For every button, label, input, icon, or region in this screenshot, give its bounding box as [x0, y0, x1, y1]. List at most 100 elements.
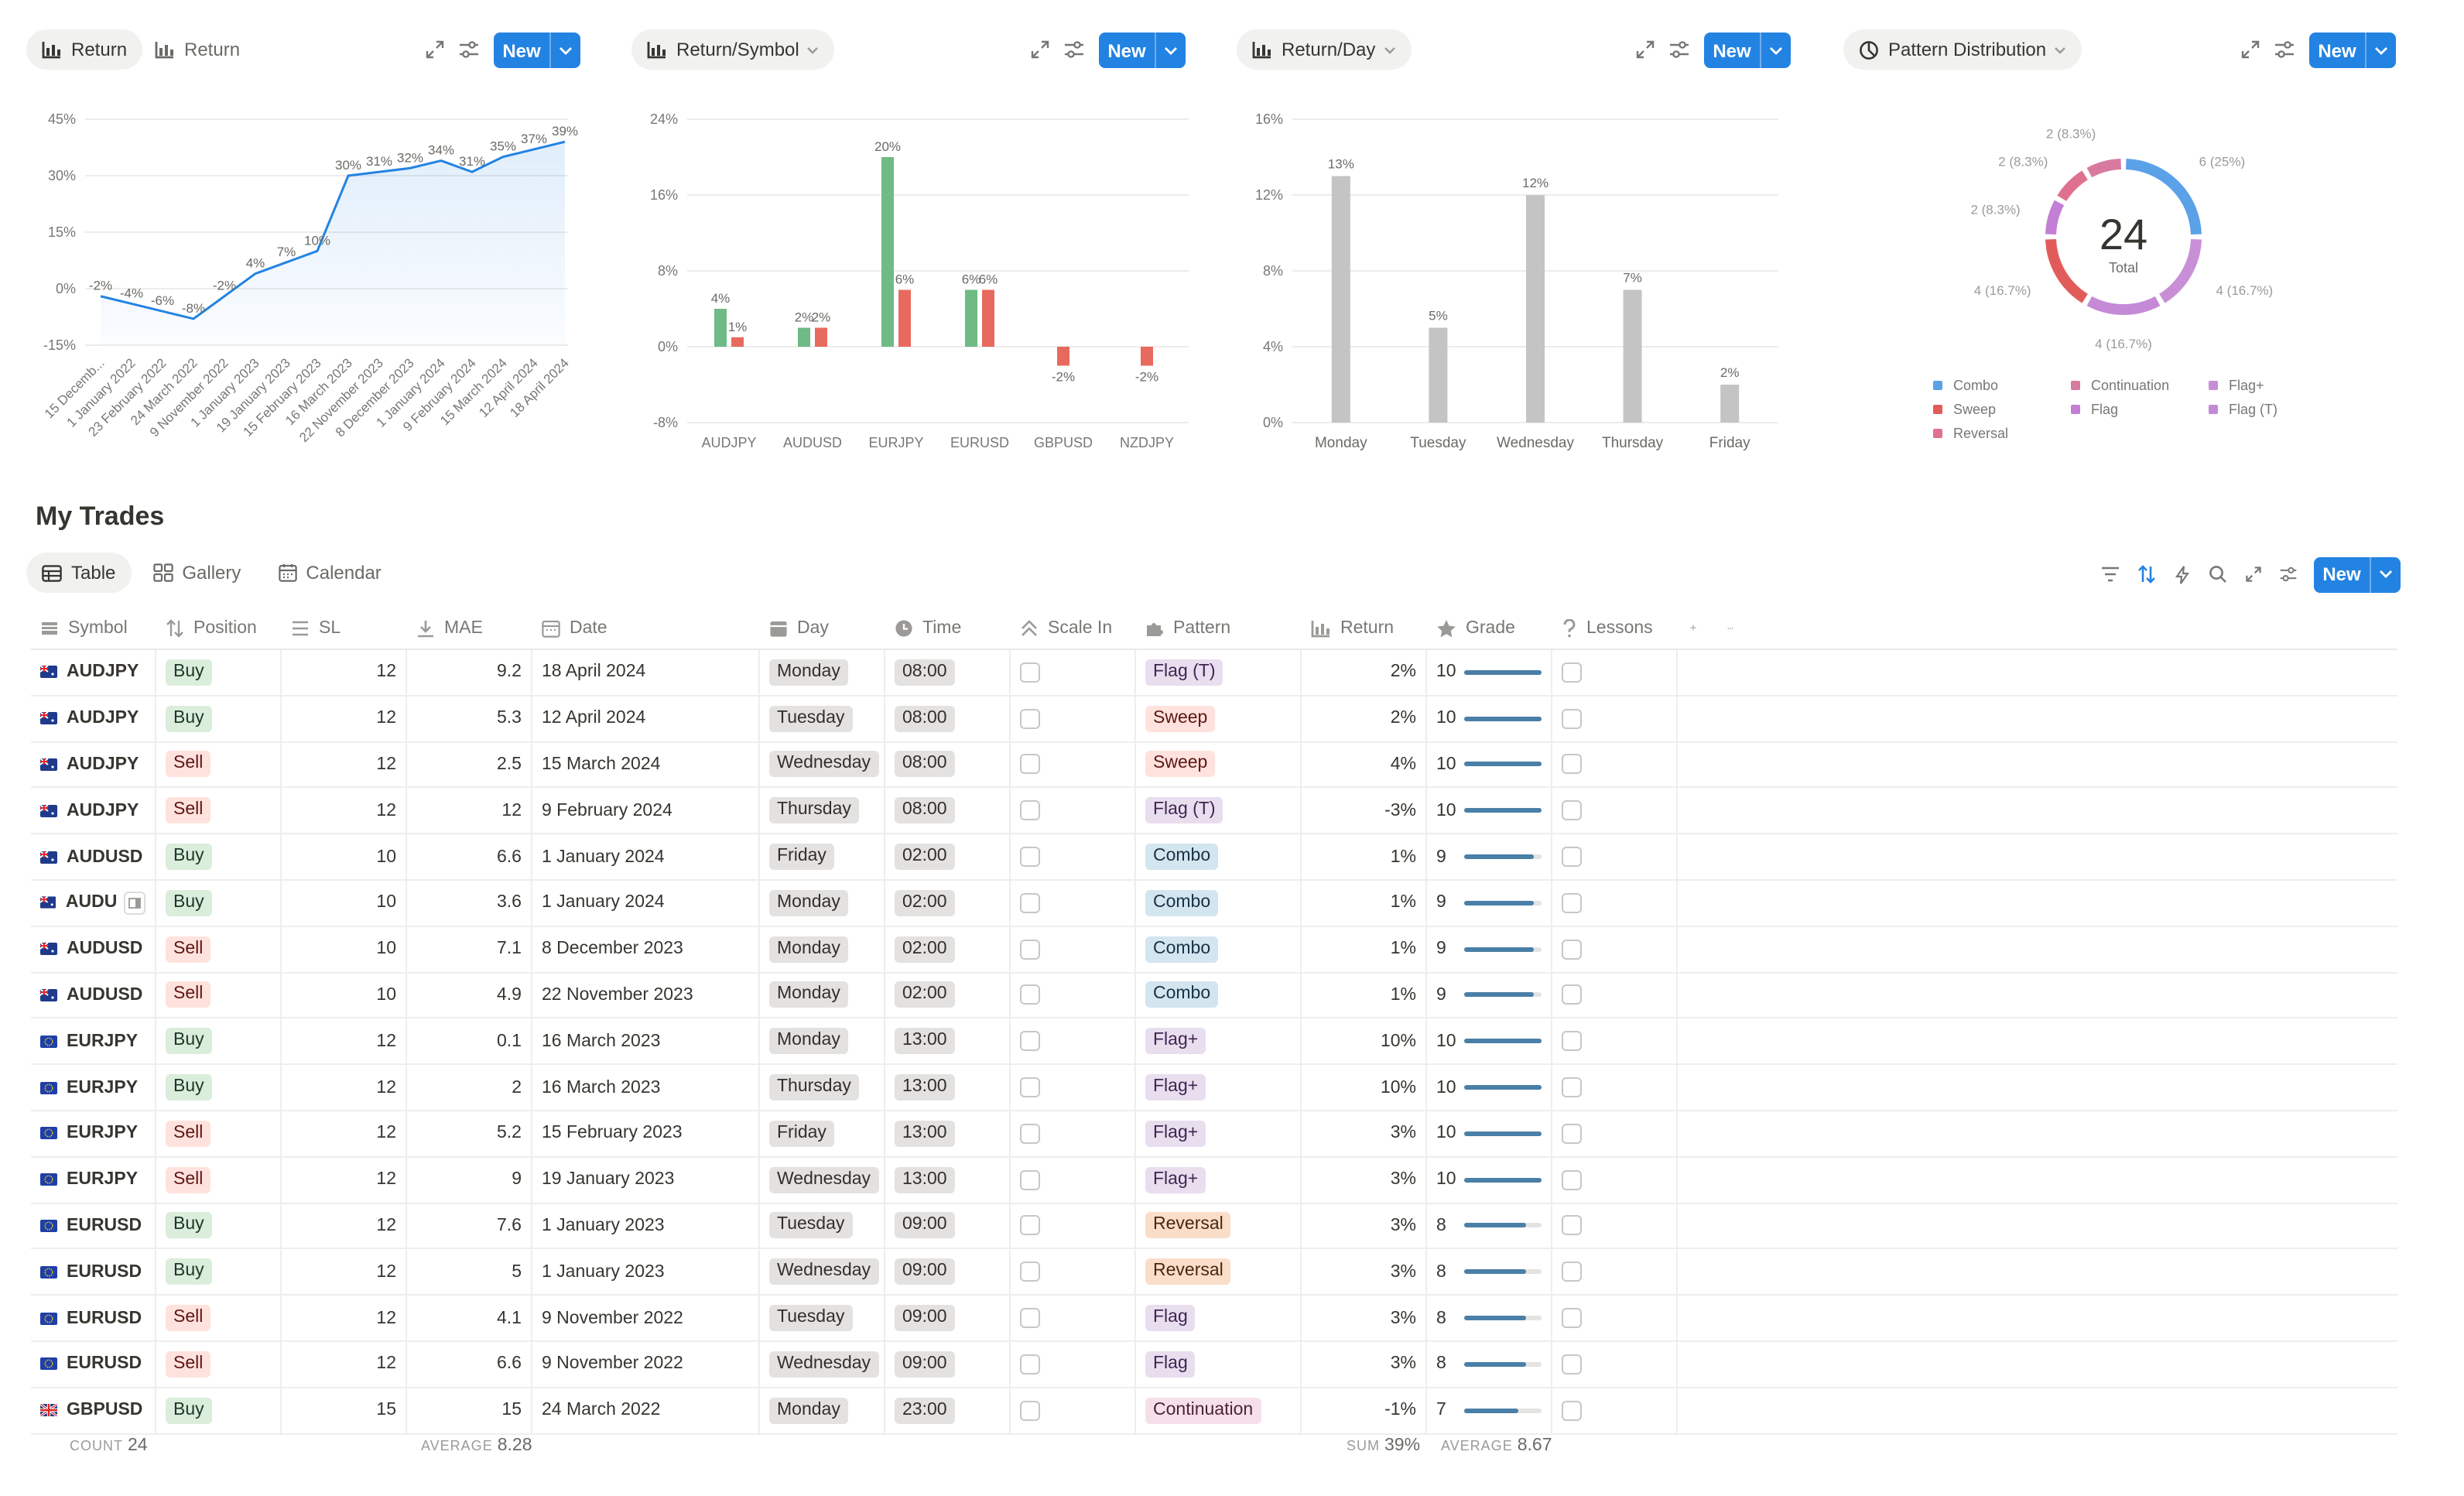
cell-mae[interactable]: 2 [407, 1065, 532, 1110]
cell-date[interactable]: 24 March 2022 [532, 1388, 760, 1433]
add-column-button[interactable] [1681, 607, 1715, 649]
cell-time[interactable]: 08:00 [885, 742, 1011, 787]
chevron-down-icon[interactable] [2366, 46, 2396, 55]
scale-in-checkbox[interactable] [1020, 662, 1040, 683]
cell-sl[interactable]: 12 [282, 696, 407, 741]
cell-return[interactable]: 1% [1302, 926, 1427, 972]
return-chart-tab-inactive[interactable]: Return [155, 29, 240, 70]
cell-position[interactable]: Sell [156, 1157, 282, 1203]
cell-symbol[interactable]: AUDJPY [31, 696, 156, 741]
cell-pattern[interactable]: Reversal [1136, 1249, 1302, 1295]
cell-position[interactable]: Sell [156, 973, 282, 1018]
lessons-checkbox[interactable] [1562, 800, 1582, 821]
cell-grade[interactable]: 9 [1427, 834, 1552, 879]
table-row[interactable]: AUDJPY Buy 12 5.3 12 April 2024 Tuesday 08:00 S… [31, 696, 2397, 743]
cell-time[interactable]: 08:00 [885, 650, 1011, 695]
cell-sl[interactable]: 12 [282, 1296, 407, 1340]
cell-mae[interactable]: 5.2 [407, 1111, 532, 1156]
cell-position[interactable]: Sell [156, 1111, 282, 1156]
column-header-sl[interactable]: SL [282, 607, 407, 649]
cell-return[interactable]: 2% [1302, 696, 1427, 741]
cell-lessons[interactable] [1552, 742, 1678, 787]
cell-time[interactable]: 09:00 [885, 1203, 1011, 1248]
tab-gallery[interactable]: Gallery [137, 553, 256, 593]
cell-date[interactable]: 19 January 2023 [532, 1157, 760, 1203]
cell-sl[interactable]: 12 [282, 1341, 407, 1387]
cell-scale-in[interactable] [1011, 880, 1136, 926]
scale-in-checkbox[interactable] [1020, 800, 1040, 821]
lessons-checkbox[interactable] [1562, 1400, 1582, 1421]
lessons-checkbox[interactable] [1562, 1123, 1582, 1144]
cell-return[interactable]: 2% [1302, 650, 1427, 695]
lessons-checkbox[interactable] [1562, 1169, 1582, 1190]
scale-in-checkbox[interactable] [1020, 1354, 1040, 1374]
lessons-checkbox[interactable] [1562, 1308, 1582, 1329]
cell-scale-in[interactable] [1011, 1157, 1136, 1203]
cell-scale-in[interactable] [1011, 1249, 1136, 1295]
scale-in-checkbox[interactable] [1020, 708, 1040, 729]
column-header-position[interactable]: Position [156, 607, 282, 649]
cell-grade[interactable]: 9 [1427, 880, 1552, 926]
tab-table[interactable]: Table [26, 553, 132, 593]
cell-lessons[interactable] [1552, 650, 1678, 695]
cell-scale-in[interactable] [1011, 650, 1136, 695]
open-row-icon[interactable] [123, 891, 145, 915]
cell-pattern[interactable]: Flag+ [1136, 1157, 1302, 1203]
slice[interactable] [2086, 159, 2122, 178]
scale-in-checkbox[interactable] [1020, 1169, 1040, 1190]
cell-date[interactable]: 1 January 2023 [532, 1203, 760, 1248]
cell-mae[interactable]: 2.5 [407, 742, 532, 787]
search-icon[interactable] [2199, 556, 2235, 593]
bar[interactable] [881, 157, 894, 347]
cell-date[interactable]: 8 December 2023 [532, 926, 760, 972]
cell-grade[interactable]: 8 [1427, 1296, 1552, 1340]
cell-date[interactable]: 15 March 2024 [532, 742, 760, 787]
cell-scale-in[interactable] [1011, 834, 1136, 879]
scale-in-checkbox[interactable] [1020, 1400, 1040, 1421]
cell-date[interactable]: 16 March 2023 [532, 1065, 760, 1110]
bar[interactable] [815, 327, 827, 347]
cell-time[interactable]: 13:00 [885, 1065, 1011, 1110]
cell-grade[interactable]: 8 [1427, 1203, 1552, 1248]
cell-return[interactable]: 3% [1302, 1296, 1427, 1340]
bar[interactable] [1429, 327, 1448, 423]
cell-mae[interactable]: 5 [407, 1249, 532, 1295]
bar[interactable] [965, 289, 977, 347]
cell-grade[interactable]: 8 [1427, 1249, 1552, 1295]
cell-lessons[interactable] [1552, 1388, 1678, 1433]
lessons-checkbox[interactable] [1562, 892, 1582, 913]
return-chart-tab-active[interactable]: Return [26, 29, 143, 70]
table-row[interactable]: GBPUSD Buy 15 15 24 March 2022 Monday 23:00 Con… [31, 1388, 2397, 1435]
table-row[interactable]: AUDJPY Sell 12 12 9 February 2024 Thursday 08:… [31, 788, 2397, 835]
cell-day[interactable]: Tuesday [760, 1203, 885, 1248]
cell-time[interactable]: 02:00 [885, 973, 1011, 1018]
cell-symbol[interactable]: AUDJPY [31, 650, 156, 695]
cell-sl[interactable]: 12 [282, 1157, 407, 1203]
cell-pattern[interactable]: Flag [1136, 1341, 1302, 1387]
cell-date[interactable]: 1 January 2024 [532, 834, 760, 879]
bar[interactable] [1057, 347, 1069, 366]
cell-lessons[interactable] [1552, 1203, 1678, 1248]
cell-mae[interactable]: 12 [407, 788, 532, 834]
cell-mae[interactable]: 5.3 [407, 696, 532, 741]
cell-pattern[interactable]: Flag+ [1136, 1065, 1302, 1110]
cell-pattern[interactable]: Combo [1136, 973, 1302, 1018]
cell-position[interactable]: Buy [156, 834, 282, 879]
bar[interactable] [982, 289, 994, 347]
table-row[interactable]: AUDUSD Sell 10 7.1 8 December 2023 Monday 02:0… [31, 926, 2397, 974]
cell-lessons[interactable] [1552, 834, 1678, 879]
cell-position[interactable]: Sell [156, 926, 282, 972]
lessons-checkbox[interactable] [1562, 847, 1582, 868]
chevron-down-icon[interactable] [1156, 46, 1186, 55]
cell-symbol[interactable]: GBPUSD [31, 1388, 156, 1433]
cell-return[interactable]: 1% [1302, 834, 1427, 879]
cell-return[interactable]: 1% [1302, 880, 1427, 926]
chevron-down-icon[interactable] [1761, 46, 1791, 55]
cell-day[interactable]: Monday [760, 973, 885, 1018]
cell-scale-in[interactable] [1011, 742, 1136, 787]
cell-symbol[interactable]: EURJPY [31, 1018, 156, 1064]
cell-lessons[interactable] [1552, 1157, 1678, 1203]
column-header-day[interactable]: Day [760, 607, 885, 649]
cell-lessons[interactable] [1552, 1065, 1678, 1110]
slice[interactable] [2057, 170, 2089, 202]
